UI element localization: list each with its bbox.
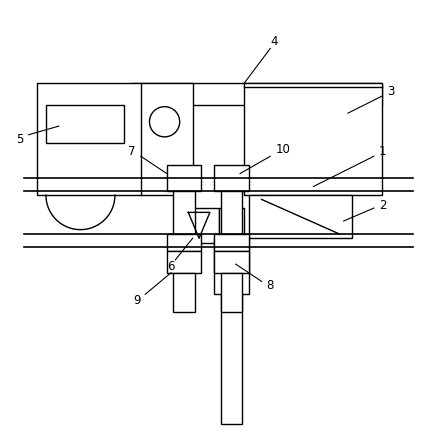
- Bar: [167, 251, 201, 273]
- Text: 9: 9: [133, 294, 140, 307]
- Bar: [184, 208, 218, 243]
- Bar: [218, 208, 244, 238]
- Text: 5: 5: [16, 133, 24, 145]
- Bar: [132, 83, 382, 104]
- Bar: [214, 234, 249, 251]
- Text: 10: 10: [276, 143, 291, 156]
- Bar: [46, 104, 124, 143]
- Bar: [221, 191, 242, 234]
- Bar: [214, 238, 249, 294]
- Text: 4: 4: [271, 35, 278, 49]
- Bar: [167, 234, 201, 251]
- Bar: [214, 251, 249, 273]
- Bar: [173, 273, 195, 312]
- Bar: [37, 83, 193, 195]
- Text: 8: 8: [267, 279, 274, 292]
- Text: 7: 7: [128, 145, 136, 159]
- Bar: [173, 191, 195, 234]
- Bar: [221, 294, 242, 424]
- Text: 2: 2: [379, 199, 386, 213]
- Bar: [221, 273, 242, 312]
- Bar: [214, 165, 249, 191]
- Text: 1: 1: [379, 145, 386, 159]
- Bar: [167, 165, 201, 191]
- Bar: [244, 83, 382, 195]
- Bar: [249, 195, 352, 238]
- Text: 6: 6: [167, 260, 175, 273]
- Text: 3: 3: [387, 85, 395, 98]
